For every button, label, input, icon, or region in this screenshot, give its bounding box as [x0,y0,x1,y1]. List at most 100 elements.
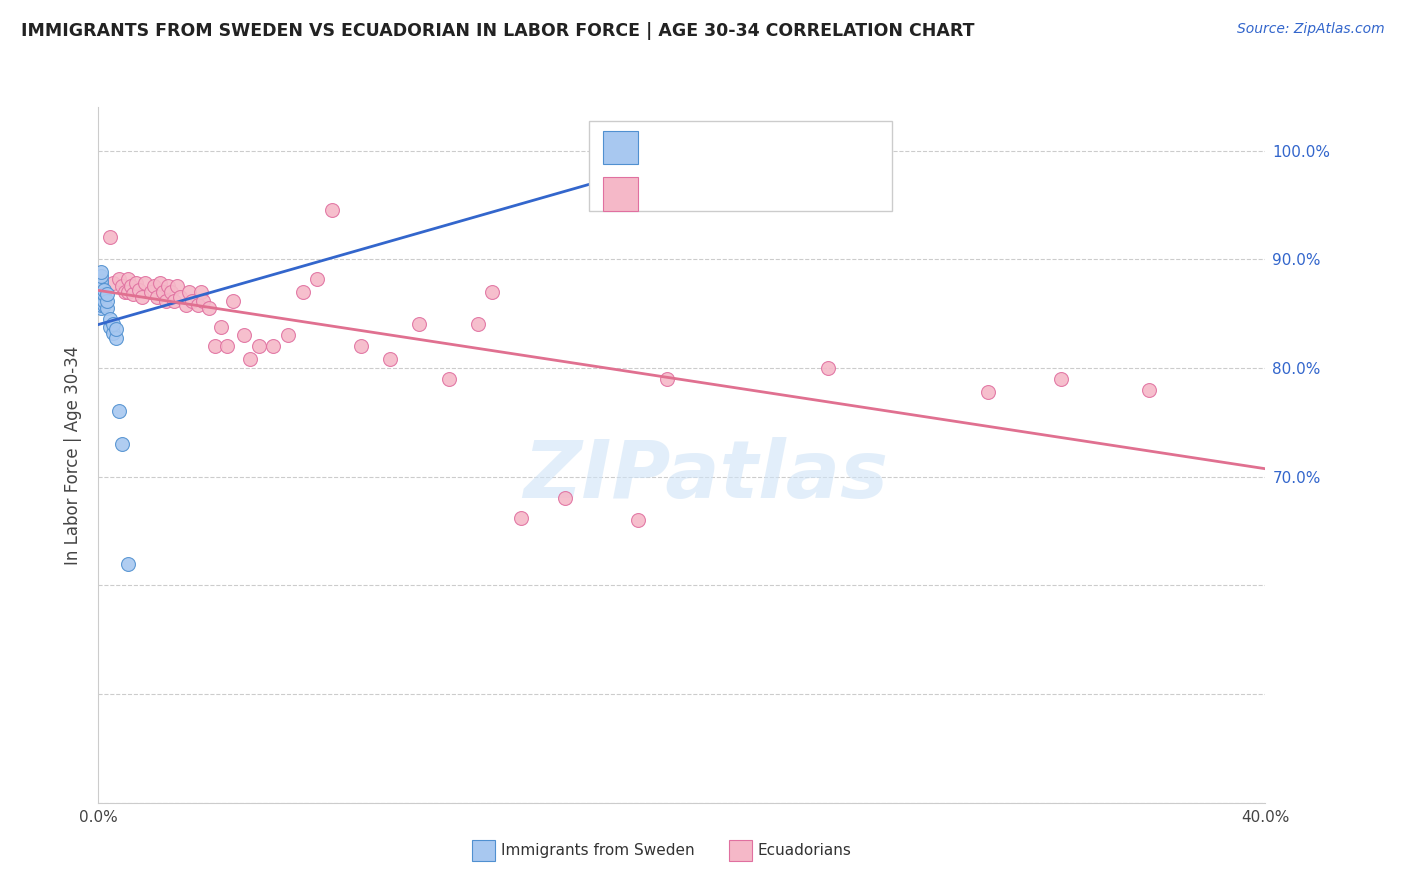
Point [90,301,112,315]
Point [1050,372,1073,386]
Point [627,144,650,158]
Point [163,293,186,308]
Point [198,301,221,315]
Point [90,274,112,288]
Point [108,272,131,286]
Text: IMMIGRANTS FROM SWEDEN VS ECUADORIAN IN LABOR FORCE | AGE 30-34 CORRELATION CHAR: IMMIGRANTS FROM SWEDEN VS ECUADORIAN IN … [21,22,974,40]
Point [125,276,148,290]
Text: N =: N = [751,182,803,200]
Point [101,318,124,332]
Point [90,278,112,293]
Point [90,287,112,301]
Point [155,293,177,308]
Point [378,352,402,367]
Point [146,290,169,304]
Point [239,352,262,367]
Point [510,511,533,525]
Point [111,279,134,293]
Point [96,293,118,308]
Point [93,293,115,308]
Point [108,404,131,418]
Point [93,287,115,301]
Point [177,285,200,299]
Point [90,276,112,290]
Point [977,384,1000,399]
Point [221,293,243,308]
Point [437,372,460,386]
Point [554,491,576,506]
Point [657,372,679,386]
Point [117,272,139,286]
Point [90,290,112,304]
Text: N =: N = [751,135,803,153]
Text: Immigrants from Sweden: Immigrants from Sweden [501,843,695,857]
Point [157,279,180,293]
Y-axis label: In Labor Force | Age 30-34: In Labor Force | Age 30-34 [65,345,83,565]
Point [467,318,489,332]
FancyBboxPatch shape [589,121,891,211]
Point [321,203,343,218]
Point [169,290,191,304]
Point [350,339,373,353]
FancyBboxPatch shape [728,839,752,861]
Point [481,285,503,299]
Point [142,279,165,293]
Point [291,285,314,299]
Point [96,301,118,315]
Point [101,276,124,290]
Text: R =: R = [651,135,688,153]
Point [187,298,209,312]
Point [96,287,118,301]
Point [98,319,121,334]
Text: 0.373: 0.373 [692,135,749,153]
Point [93,298,115,312]
Point [152,285,174,299]
Point [90,298,112,312]
Point [120,279,142,293]
Point [1137,383,1160,397]
Point [122,287,145,301]
FancyBboxPatch shape [603,131,637,164]
Point [180,293,202,308]
Point [204,339,226,353]
Point [149,276,172,290]
Point [90,268,112,283]
Text: -0.214: -0.214 [692,182,751,200]
Point [209,319,232,334]
Text: R =: R = [651,182,688,200]
Point [139,285,162,299]
FancyBboxPatch shape [472,839,495,861]
Point [98,230,121,244]
Point [90,265,112,279]
Text: 60: 60 [820,182,844,200]
Point [128,283,150,297]
Point [104,322,127,336]
Point [277,328,299,343]
Point [131,290,153,304]
Text: Source: ZipAtlas.com: Source: ZipAtlas.com [1237,22,1385,37]
Text: ZIPatlas: ZIPatlas [523,437,887,515]
Text: Ecuadorians: Ecuadorians [758,843,852,857]
Point [101,326,124,341]
Point [160,285,183,299]
Point [90,283,112,297]
Point [114,285,136,299]
Point [262,339,284,353]
Point [193,293,215,308]
Point [90,298,112,312]
Point [627,513,650,527]
Point [215,339,238,353]
FancyBboxPatch shape [603,178,637,211]
Point [190,285,212,299]
Point [166,279,188,293]
Point [111,437,134,451]
Point [117,557,139,571]
Point [93,283,115,297]
Point [104,330,127,344]
Text: 27: 27 [820,135,844,153]
Point [98,312,121,326]
Point [90,287,112,301]
Point [408,318,430,332]
Point [817,361,839,376]
Point [233,328,256,343]
